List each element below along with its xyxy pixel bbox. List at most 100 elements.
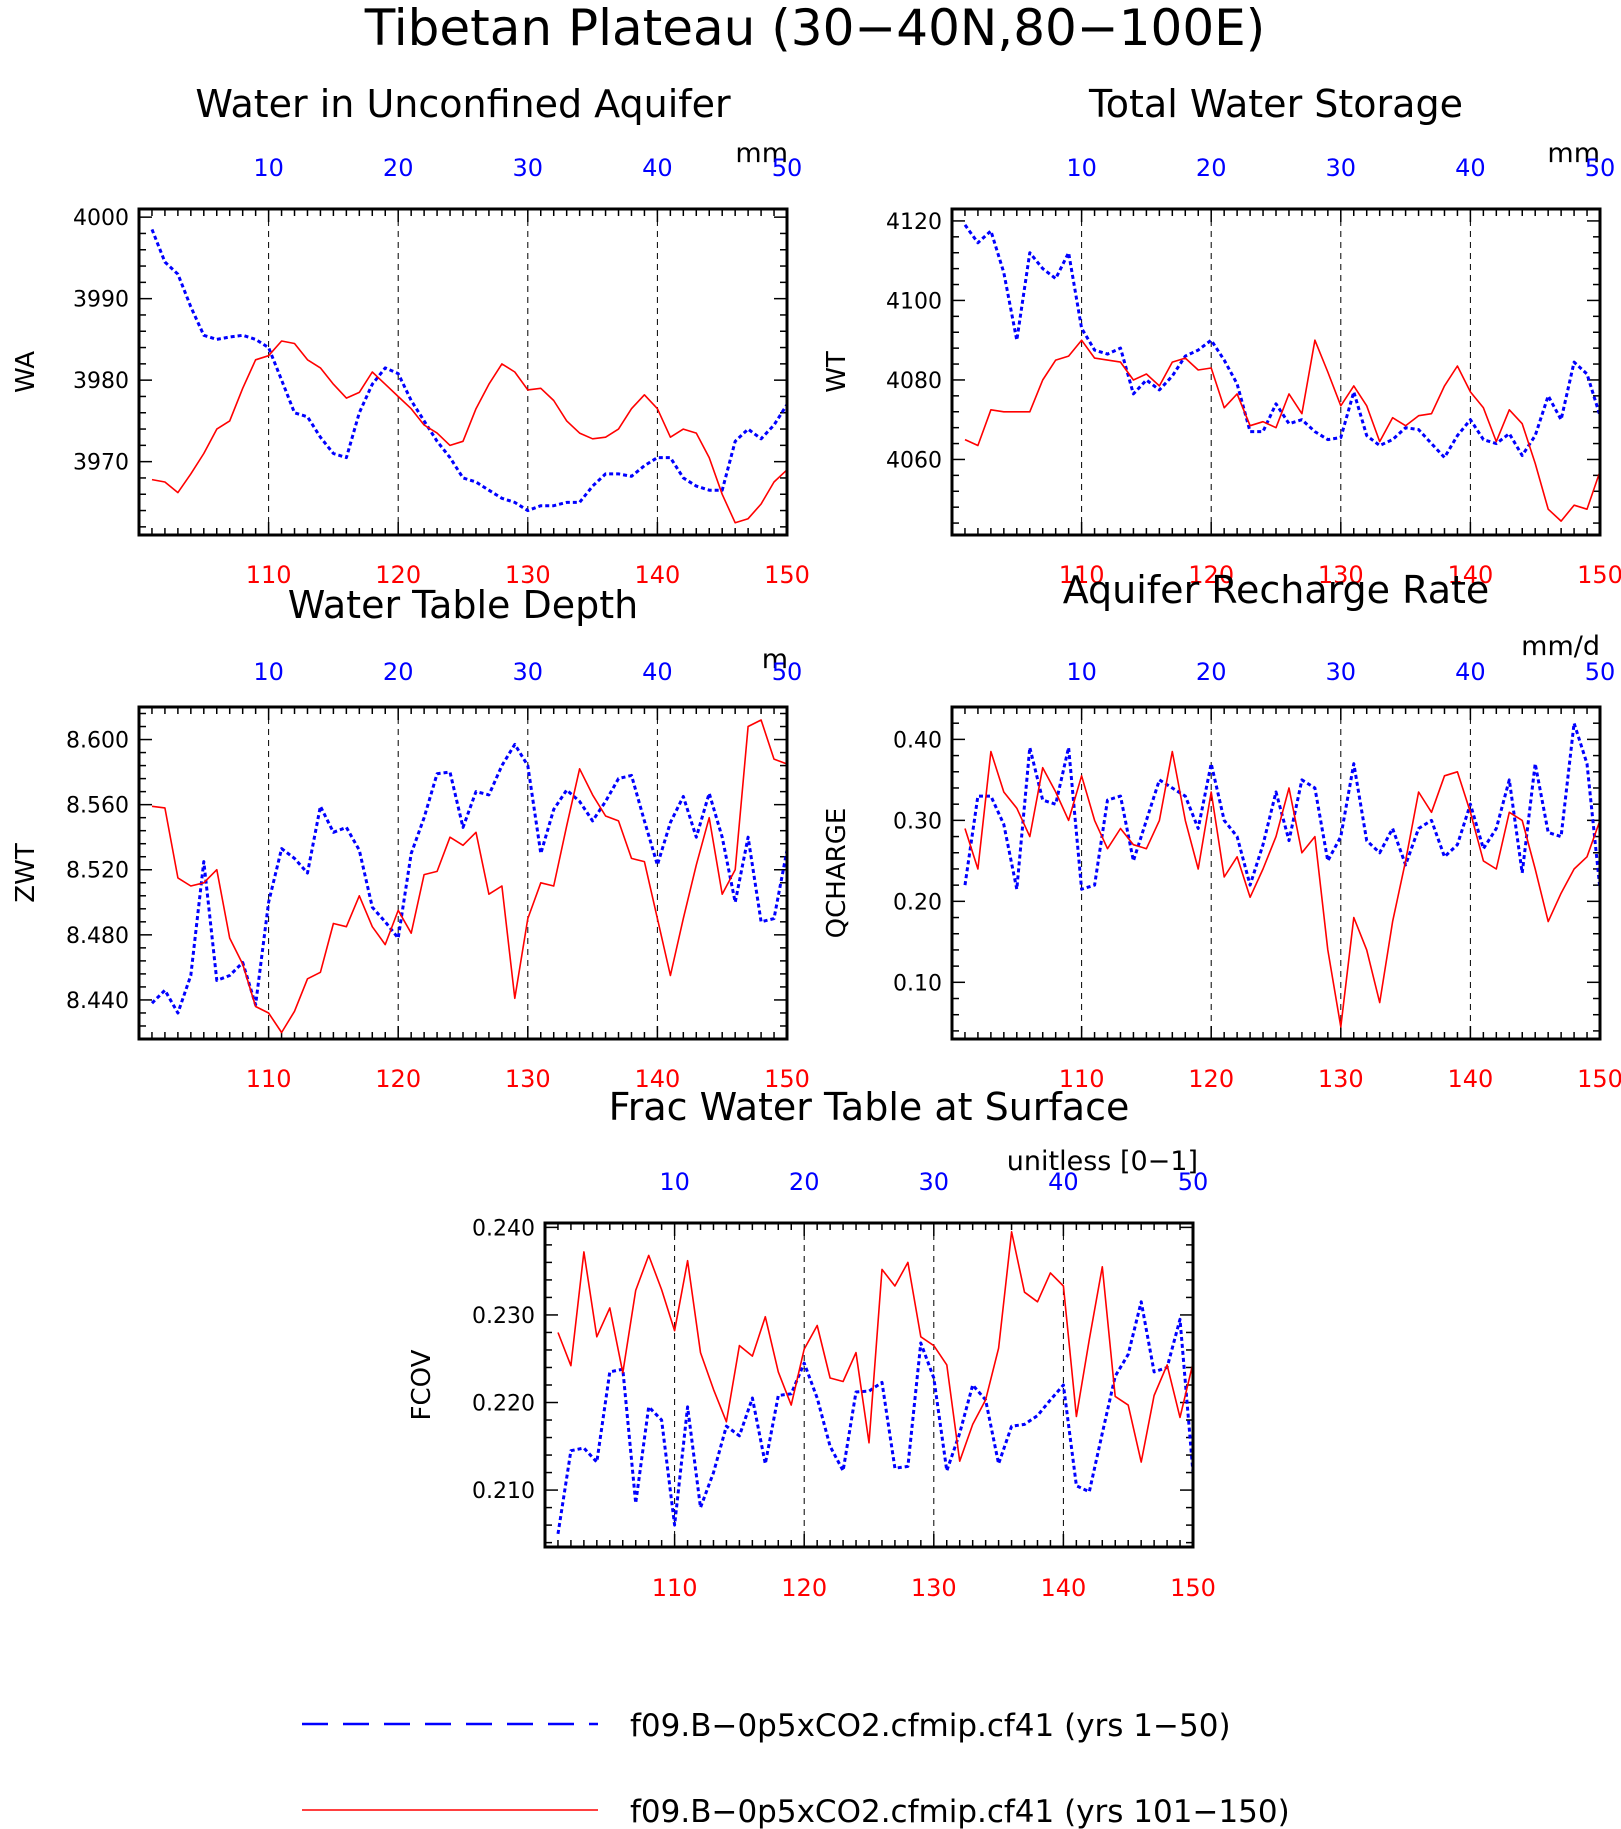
y-tick-label: 0.40 <box>893 728 942 753</box>
top-x-tick-label: 20 <box>383 658 414 686</box>
plot-frame <box>137 207 789 537</box>
bottom-x-tick-label: 110 <box>1059 561 1105 589</box>
top-x-tick-label: 10 <box>253 154 284 182</box>
bottom-x-tick-label: 120 <box>781 1574 827 1602</box>
series-yrs-101-150-line <box>964 750 1601 1028</box>
plot-frame <box>950 207 1602 537</box>
bottom-x-tick-label: 150 <box>764 1065 810 1093</box>
bottom-x-tick-label: 150 <box>1577 1065 1621 1093</box>
y-axis-label: WA <box>11 351 41 393</box>
y-tick-label: 0.230 <box>472 1304 535 1329</box>
legend: f09.B−0p5xCO2.cfmip.cf41 (yrs 1−50) f09.… <box>302 1708 1290 1829</box>
plot-frame <box>137 705 789 1041</box>
bottom-x-tick-label: 120 <box>375 1065 421 1093</box>
top-x-tick-label: 30 <box>919 1168 950 1196</box>
chart-aquifer-recharge-rate: Aquifer Recharge Rate mm/d QCHARGE 10 110 20 1… <box>822 568 1621 1093</box>
top-x-tick-label: 40 <box>1048 1168 1079 1196</box>
top-x-tick-label: 30 <box>513 658 544 686</box>
y-tick-label: 4120 <box>886 210 942 235</box>
bottom-x-tick-label: 110 <box>246 561 292 589</box>
y-tick-label: 0.10 <box>893 971 942 996</box>
y-axis-label: FCOV <box>407 1349 437 1420</box>
chart-units: mm/d <box>1521 631 1600 662</box>
top-x-tick-label: 50 <box>772 658 803 686</box>
y-axis-label: ZWT <box>11 843 41 903</box>
top-x-tick-label: 50 <box>1585 154 1616 182</box>
chart-units: m <box>762 644 788 675</box>
top-x-tick-label: 40 <box>642 154 673 182</box>
bottom-x-tick-label: 130 <box>505 1065 551 1093</box>
top-x-tick-label: 30 <box>1326 154 1357 182</box>
y-tick-label: 3990 <box>73 288 129 313</box>
bottom-x-tick-label: 120 <box>375 561 421 589</box>
bottom-x-tick-label: 130 <box>911 1574 957 1602</box>
y-tick-label: 0.240 <box>472 1216 535 1241</box>
series-yrs-1-50-line <box>963 721 1602 891</box>
y-axis-label: QCHARGE <box>822 808 852 939</box>
chart-units: mm <box>1547 138 1600 169</box>
bottom-x-tick-label: 110 <box>246 1065 292 1093</box>
y-tick-label: 8.600 <box>66 729 129 754</box>
y-axis-label: WT <box>822 351 852 393</box>
legend-label-series2: f09.B−0p5xCO2.cfmip.cf41 (yrs 101−150) <box>630 1794 1290 1829</box>
series-yrs-101-150-line <box>964 339 1601 522</box>
top-x-tick-label: 20 <box>789 1168 820 1196</box>
bottom-x-tick-label: 110 <box>652 1574 698 1602</box>
series-yrs-1-50-line <box>556 1300 1195 1535</box>
chart-title: Water Table Depth <box>288 583 639 627</box>
bottom-x-tick-label: 120 <box>1188 1065 1234 1093</box>
series-yrs-101-150-line <box>151 719 788 1034</box>
series-yrs-1-50-line <box>150 228 789 513</box>
y-tick-label: 3980 <box>73 369 129 394</box>
series-yrs-101-150-line <box>557 1231 1194 1463</box>
y-tick-label: 0.30 <box>893 809 942 834</box>
top-x-tick-label: 20 <box>383 154 414 182</box>
series-yrs-1-50-line <box>150 742 789 1015</box>
top-x-tick-label: 30 <box>513 154 544 182</box>
y-tick-label: 8.480 <box>66 924 129 949</box>
top-x-tick-label: 40 <box>1455 154 1486 182</box>
figure-title: Tibetan Plateau (30−40N,80−100E) <box>364 0 1266 57</box>
bottom-x-tick-label: 140 <box>1447 1065 1493 1093</box>
top-x-tick-label: 10 <box>659 1168 690 1196</box>
legend-label-series1: f09.B−0p5xCO2.cfmip.cf41 (yrs 1−50) <box>630 1708 1231 1744</box>
bottom-x-tick-label: 140 <box>634 1065 680 1093</box>
top-x-tick-label: 10 <box>1066 658 1097 686</box>
y-tick-label: 8.560 <box>66 794 129 819</box>
bottom-x-tick-label: 140 <box>1040 1574 1086 1602</box>
y-tick-label: 0.210 <box>472 1479 535 1504</box>
series-yrs-1-50-line <box>963 224 1602 459</box>
top-x-tick-label: 50 <box>772 154 803 182</box>
chart-units: unitless [0−1] <box>1007 1146 1198 1177</box>
y-tick-label: 3970 <box>73 451 129 476</box>
top-x-tick-label: 30 <box>1326 658 1357 686</box>
top-x-tick-label: 10 <box>1066 154 1097 182</box>
y-tick-label: 8.520 <box>66 859 129 884</box>
chart-title: Total Water Storage <box>1088 82 1463 126</box>
top-x-tick-label: 10 <box>253 658 284 686</box>
y-tick-label: 4000 <box>73 206 129 231</box>
chart-title: Water in Unconfined Aquifer <box>195 82 731 126</box>
y-tick-label: 8.440 <box>66 989 129 1014</box>
chart-water-table-depth: Water Table Depth m ZWT 10 110 20 120 30 130 40 14… <box>11 583 810 1093</box>
y-tick-label: 4060 <box>886 448 942 473</box>
bottom-x-tick-label: 150 <box>1170 1574 1216 1602</box>
chart-title: Frac Water Table at Surface <box>609 1085 1130 1129</box>
top-x-tick-label: 40 <box>1455 658 1486 686</box>
bottom-x-tick-label: 140 <box>1447 561 1493 589</box>
bottom-x-tick-label: 120 <box>1188 561 1234 589</box>
y-tick-label: 0.20 <box>893 890 942 915</box>
series-yrs-101-150-line <box>151 340 788 524</box>
bottom-x-tick-label: 140 <box>634 561 680 589</box>
y-tick-label: 4080 <box>886 369 942 394</box>
bottom-x-tick-label: 130 <box>505 561 551 589</box>
y-tick-label: 4100 <box>886 289 942 314</box>
chart-title: Aquifer Recharge Rate <box>1063 568 1490 612</box>
plot-frame <box>950 705 1602 1041</box>
top-x-tick-label: 50 <box>1178 1168 1209 1196</box>
top-x-tick-label: 50 <box>1585 658 1616 686</box>
top-x-tick-label: 40 <box>642 658 673 686</box>
chart-units: mm <box>735 138 788 169</box>
